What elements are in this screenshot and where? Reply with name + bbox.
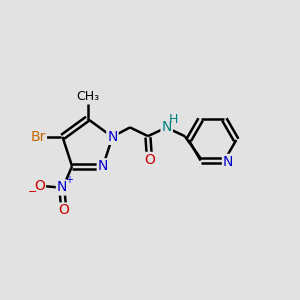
Text: O: O (58, 203, 69, 218)
Text: N: N (57, 181, 67, 194)
Text: +: + (65, 176, 73, 185)
Text: Br: Br (31, 130, 46, 144)
Text: N: N (107, 130, 118, 144)
Text: O: O (34, 179, 45, 193)
Text: CH₃: CH₃ (76, 91, 99, 103)
Text: N: N (223, 155, 233, 169)
Text: −: − (28, 188, 37, 197)
Text: N: N (161, 120, 172, 134)
Text: H: H (169, 113, 178, 126)
Text: N: N (98, 159, 108, 173)
Text: O: O (144, 153, 155, 167)
